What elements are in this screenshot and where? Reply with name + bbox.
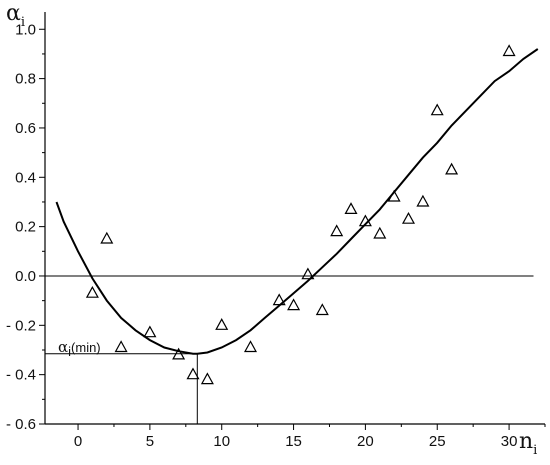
data-points [85,44,516,385]
data-point [301,267,315,280]
data-point [502,44,516,57]
x-axis-label: ni [519,429,537,458]
data-point [272,293,286,306]
data-point [85,285,99,298]
data-point [401,211,416,224]
data-point [344,202,358,214]
y-tick-label: 0.2 [15,219,36,236]
data-point [186,367,200,380]
fit-curve-layer [55,48,539,355]
data-point [243,340,258,353]
reference-lines [45,275,534,424]
axes: - 0.6 - 0.4 - 0.2 0.0 0.2 0.4 0.6 0.8 1.0 0 5 10 15 2… [6,12,546,450]
y-tick-label: 0.6 [15,120,36,137]
y-tick-label: - 0.2 [6,317,36,334]
data-point [358,214,372,227]
data-point [100,231,114,244]
y-tick-label: 0.0 [15,268,36,285]
y-axis-label: αi [6,1,25,30]
data-point [387,189,401,202]
data-point [287,298,301,311]
data-point [143,325,157,338]
fit-curve [55,48,539,355]
data-point [416,194,430,207]
x-tick-label: 5 [146,433,154,450]
x-tick-label: 15 [285,433,302,450]
data-point [373,226,387,239]
y-tick-label: 0.8 [15,71,36,88]
y-tick-label: - 0.4 [6,367,36,384]
data-point [172,347,186,360]
data-point [430,103,444,116]
data-point [114,340,128,353]
data-point [215,318,229,330]
y-tick-label: 0.4 [15,169,36,186]
x-tick-label: 10 [213,433,230,450]
y-tick-label: - 0.6 [6,416,36,433]
x-tick-label: 0 [74,433,82,450]
min-annotation: αi(min) [58,338,101,359]
data-point [330,224,344,237]
x-tick-label: 25 [429,433,446,450]
x-tick-label: 30 [501,433,518,450]
data-point [200,372,214,385]
x-tick-label: 20 [357,433,374,450]
y-tick-label: 1.0 [15,21,36,38]
data-point [445,162,459,175]
data-point [315,303,329,316]
